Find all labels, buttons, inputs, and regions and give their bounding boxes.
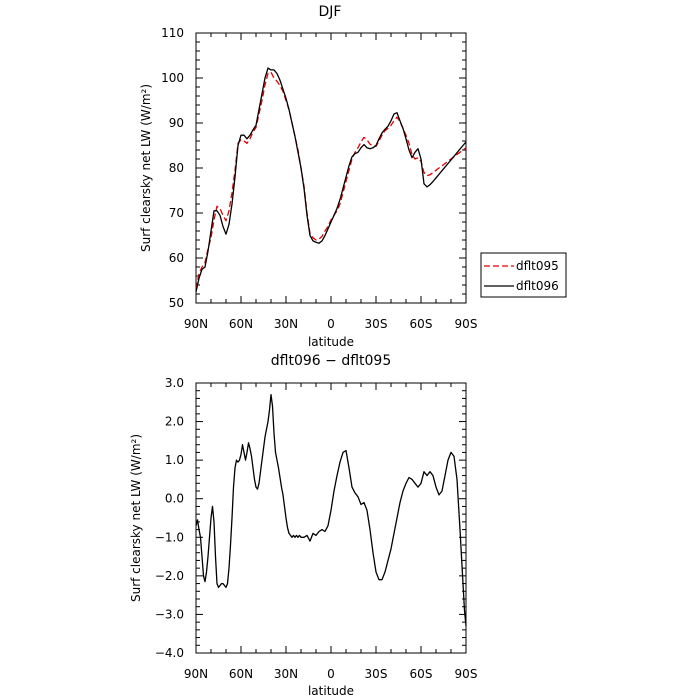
x-tick-label: 30N [274,317,298,331]
y-tick-label: 3.0 [165,376,184,390]
y-tick-label: −3.0 [155,607,184,621]
bottom-plot-frame [195,382,467,654]
x-tick-label: 90S [455,667,478,681]
x-tick-label: 90N [184,317,208,331]
bottom-x-tick-labels: 90N 60N 30N 0 30S 60S 90S [184,667,478,681]
top-x-tick-labels: 90N 60N 30N 0 30S 60S 90S [184,317,478,331]
x-tick-label: 30N [274,667,298,681]
bottom-x-axis-label: latitude [308,684,354,698]
y-tick-label: 110 [161,26,184,40]
y-tick-label: −2.0 [155,569,184,583]
y-tick-label: 70 [169,206,184,220]
y-tick-label: −1.0 [155,530,184,544]
bottom-tick-marks [195,382,467,654]
x-tick-label: 30S [365,667,388,681]
top-x-axis-label: latitude [308,335,354,349]
x-tick-label: 30S [365,317,388,331]
x-tick-label: 0 [327,667,335,681]
x-tick-label: 90S [455,317,478,331]
y-tick-label: 80 [169,161,184,175]
y-tick-label: −4.0 [155,646,184,660]
series-line-dflt096 [195,67,467,292]
top-series-lines [195,67,467,292]
y-tick-label: 90 [169,116,184,130]
y-tick-label: 2.0 [165,415,184,429]
top-chart-title: DJF [319,4,342,20]
series-line-dflt095 [195,71,467,289]
y-tick-label: 0.0 [165,492,184,506]
x-tick-label: 90N [184,667,208,681]
bottom-y-axis-label: Surf clearsky net LW (W/m²) [129,434,143,602]
x-tick-label: 60S [410,317,433,331]
y-tick-label: 1.0 [165,453,184,467]
bottom-chart-title: dflt096 − dflt095 [271,353,391,369]
x-tick-label: 60N [229,317,253,331]
x-tick-label: 60S [410,667,433,681]
legend-label-dflt095: dflt095 [516,259,559,273]
x-tick-label: 60N [229,667,253,681]
bottom-y-tick-labels: −4.0 −3.0 −2.0 −1.0 0.0 1.0 2.0 3.0 [155,376,184,660]
top-tick-marks [195,32,467,304]
y-tick-label: 60 [169,251,184,265]
bottom-panel: dflt096 − dflt095 −4.0 −3.0 −2.0 −1.0 0.0 1.0… [129,353,477,698]
legend-box [480,252,567,298]
top-y-tick-labels: 50 60 70 80 90 100 110 [161,26,184,310]
top-y-axis-label: Surf clearsky net LW (W/m²) [139,84,153,252]
series-line-difference [195,393,467,627]
bottom-series-lines [195,393,467,627]
legend-label-dflt096: dflt096 [516,279,559,293]
x-tick-label: 0 [327,317,335,331]
legend: dflt095 dflt096 [480,252,567,298]
y-tick-label: 50 [169,296,184,310]
y-tick-label: 100 [161,71,184,85]
top-panel: DJF 50 60 70 80 90 100 110 90N 60N 30N 0 30S 60S 90S… [139,4,567,349]
